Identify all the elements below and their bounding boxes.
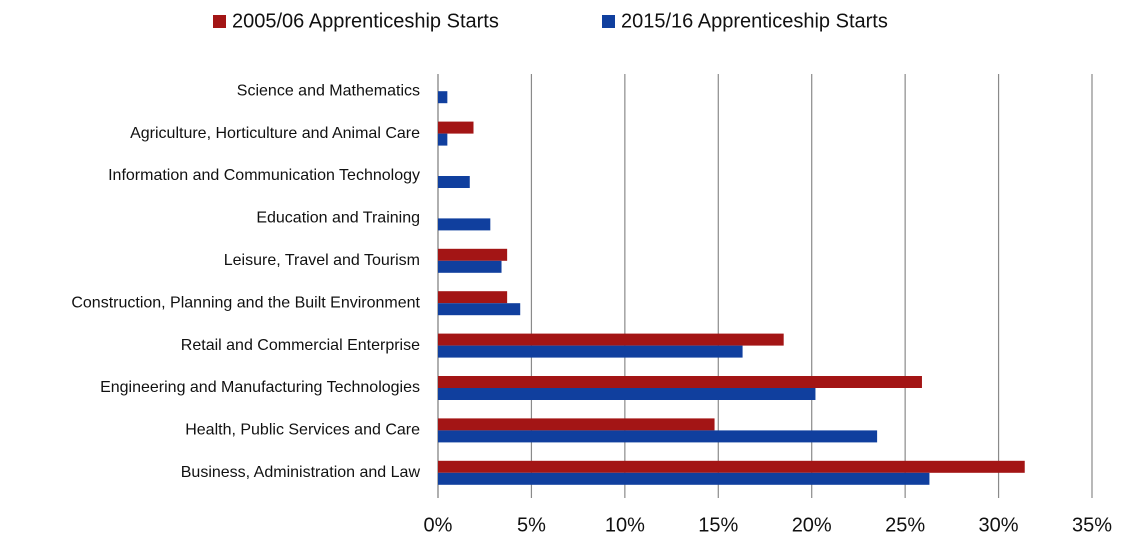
bar <box>438 176 470 188</box>
category-label: Information and Communication Technology <box>108 167 420 184</box>
category-label: Business, Administration and Law <box>181 464 421 481</box>
category-label: Health, Public Services and Care <box>185 422 420 439</box>
x-tick-label: 0% <box>424 514 453 536</box>
bar <box>438 260 502 273</box>
legend-label: 2005/06 Apprenticeship Starts <box>232 10 499 32</box>
category-label: Leisure, Travel and Tourism <box>224 252 420 269</box>
legend-label: 2015/16 Apprenticeship Starts <box>621 10 888 32</box>
bar <box>438 388 816 400</box>
category-label: Retail and Commercial Enterprise <box>181 337 420 354</box>
bar <box>438 248 508 261</box>
category-label: Construction, Planning and the Built Env… <box>71 294 420 311</box>
legend-swatch <box>213 15 226 28</box>
category-label: Agriculture, Horticulture and Animal Car… <box>130 125 420 142</box>
x-tick-label: 5% <box>517 514 546 536</box>
bar <box>438 345 743 358</box>
x-tick-label: 15% <box>698 514 738 536</box>
bar <box>438 133 448 146</box>
bar <box>438 472 930 485</box>
bar <box>438 376 922 388</box>
bar <box>438 121 474 134</box>
x-tick-label: 20% <box>792 514 832 536</box>
bar <box>438 303 521 316</box>
x-tick-label: 30% <box>979 514 1019 536</box>
x-tick-label: 10% <box>605 514 645 536</box>
bar <box>438 91 448 104</box>
category-label: Engineering and Manufacturing Technologi… <box>100 379 420 396</box>
bar <box>438 418 715 431</box>
bar <box>438 430 878 443</box>
bar <box>438 218 491 231</box>
legend-swatch <box>602 15 615 28</box>
bar <box>438 460 1025 473</box>
category-label: Science and Mathematics <box>237 82 420 99</box>
bar <box>438 333 784 346</box>
category-label: Education and Training <box>256 210 420 227</box>
bar <box>438 291 508 304</box>
x-tick-label: 35% <box>1072 514 1112 536</box>
x-tick-label: 25% <box>885 514 925 536</box>
